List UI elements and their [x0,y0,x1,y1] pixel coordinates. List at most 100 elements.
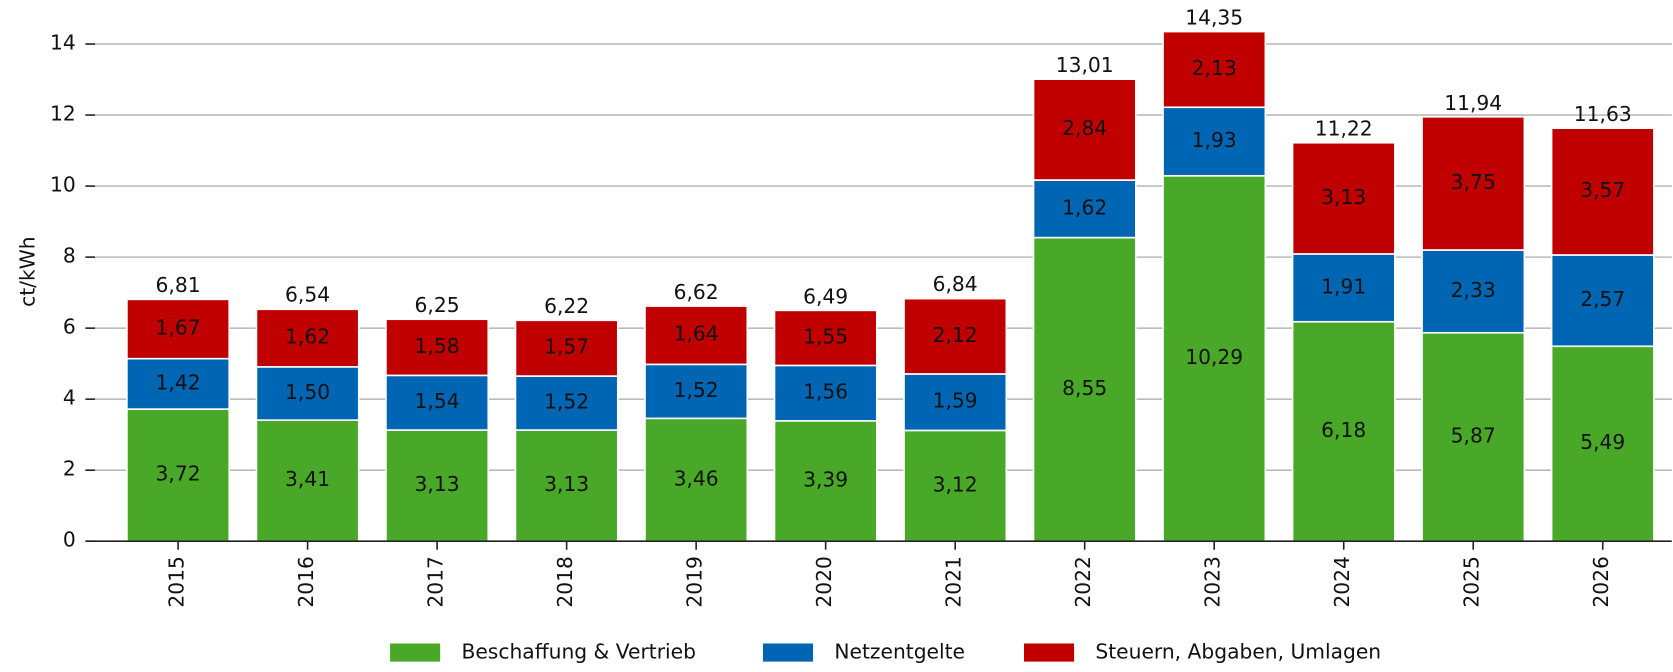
value-label: 1,62 [1062,195,1107,219]
value-label: 1,91 [1321,274,1366,298]
value-label: 3,41 [285,467,330,491]
value-label: 1,57 [544,335,589,359]
legend-swatch [390,643,441,662]
value-label: 6,18 [1321,418,1366,442]
value-label: 2,57 [1580,287,1625,311]
value-label: 3,72 [156,462,201,486]
value-label: 5,87 [1451,423,1496,447]
total-label: 6,81 [156,273,201,297]
x-tick-label: 2026 [1589,556,1613,608]
x-tick-label: 2015 [165,556,189,608]
value-label: 1,58 [415,334,460,358]
value-label: 8,55 [1062,376,1107,400]
value-label: 3,12 [933,472,978,496]
bar-segment [1032,78,1137,181]
bar-segment [1032,179,1137,239]
bar-segment [1162,30,1267,109]
value-label: 5,49 [1580,430,1625,454]
bar-segment [1162,106,1267,177]
legend-label: Steuern, Abgaben, Umlagen [1095,640,1381,664]
value-label: 1,64 [674,322,719,346]
x-tick-label: 2024 [1330,556,1354,608]
total-label: 14,35 [1185,5,1243,29]
bar-segment [255,308,360,368]
y-tick-label: 12 [50,102,76,126]
value-label: 3,13 [544,472,589,496]
value-label: 1,67 [156,316,201,340]
total-label: 13,01 [1056,53,1114,77]
value-label: 1,59 [933,389,978,413]
bar-segment [385,318,490,377]
bar-segment [903,297,1008,375]
legend-label: Netzentgelte [834,640,965,664]
bar-segment [903,373,1008,432]
value-label: 3,57 [1580,178,1625,202]
total-label: 6,49 [803,284,848,308]
bar-segment [255,366,360,421]
bar-segment [1032,236,1137,543]
x-tick-label: 2019 [683,556,707,608]
value-label: 3,75 [1451,170,1496,194]
x-tick-label: 2017 [424,556,448,608]
bar-segment [644,305,749,366]
bar-segment [1162,174,1267,543]
bar-segment [514,319,619,377]
bar-segment [1421,116,1526,251]
y-tick-label: 4 [63,386,76,410]
value-label: 2,12 [933,323,978,347]
x-tick-label: 2021 [942,556,966,608]
x-tick-label: 2018 [553,556,577,608]
value-label: 3,46 [674,466,719,490]
bar-segment [1550,254,1655,348]
bar-segment [126,298,231,360]
legend-swatch [1024,643,1075,662]
legend-label: Beschaffung & Vertrieb [461,640,696,664]
value-label: 1,42 [156,370,201,394]
value-label: 1,56 [803,380,848,404]
total-label: 11,63 [1574,102,1632,126]
value-label: 1,52 [674,378,719,402]
y-tick-label: 6 [63,315,76,339]
value-label: 3,39 [803,468,848,492]
y-tick-label: 14 [50,31,76,55]
bar-segment [255,419,360,543]
bar-segment [1550,345,1655,543]
bar-segment [1291,320,1396,543]
total-label: 6,22 [544,294,589,318]
value-label: 1,52 [544,390,589,414]
value-label: 2,13 [1192,56,1237,80]
bar-segment [514,429,619,543]
bar-segment [773,420,878,543]
bar-segment [644,417,749,543]
value-label: 10,29 [1185,345,1243,369]
value-label: 1,93 [1192,128,1237,152]
y-axis-title: ct/kWh [15,236,39,306]
bar-segment [1550,127,1655,256]
value-label: 1,50 [285,380,330,404]
total-label: 11,94 [1444,91,1502,115]
bar-segment [773,364,878,422]
bar-segment [1291,141,1396,255]
y-tick-label: 10 [50,173,76,197]
value-label: 3,13 [415,472,460,496]
x-tick-label: 2016 [294,556,318,608]
bar-segment [514,375,619,431]
bar-segment [1291,253,1396,323]
y-tick-label: 8 [63,244,76,268]
total-label: 6,84 [933,272,978,296]
total-label: 11,22 [1315,116,1373,140]
bar-segment [126,408,231,543]
value-label: 2,84 [1062,116,1107,140]
x-tick-label: 2025 [1460,556,1484,608]
y-tick-label: 0 [63,528,76,552]
y-tick-label: 2 [63,457,76,481]
total-label: 6,25 [415,293,460,317]
value-label: 1,62 [285,325,330,349]
value-label: 1,55 [803,324,848,348]
x-tick-label: 2023 [1201,556,1225,608]
value-label: 3,13 [1321,185,1366,209]
bar-segment [385,374,490,431]
bar-segment [773,309,878,367]
